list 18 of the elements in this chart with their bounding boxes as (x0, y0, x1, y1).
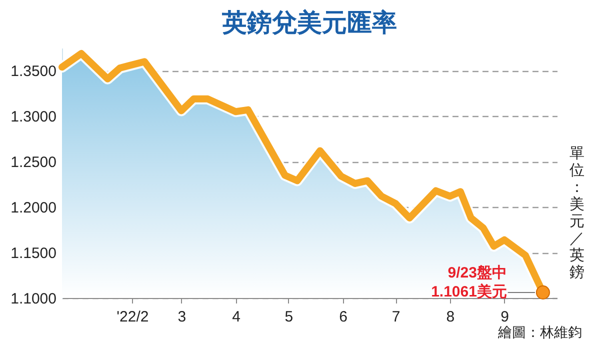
x-tick-label: 7 (392, 308, 400, 326)
x-tick-label: 3 (178, 308, 186, 326)
y-tick-label: 1.2000 (10, 200, 56, 217)
x-tick-label: 4 (232, 308, 240, 326)
text: 繪圖：林維鈞 (497, 324, 582, 340)
y-tick-label: 1.3000 (10, 108, 56, 126)
y-tick-label: 1.1500 (10, 245, 56, 262)
y-axis-title: 單位：美元／英鎊 (570, 145, 584, 281)
x-tick-label: 5 (284, 308, 294, 326)
y-tick-label: 1.2500 (10, 154, 56, 172)
annotation: 9/23盤中 1.1061美元 (431, 264, 507, 300)
y-tick-label: 1.1000 (10, 290, 56, 308)
y-tick-label: 1.3500 (10, 63, 56, 80)
x-tick-label: 9 (500, 308, 510, 326)
chart-title: 英鎊兌美元匯率 (221, 8, 397, 37)
x-tick-label: '22/2 (116, 308, 149, 326)
x-tick-label: 8 (446, 308, 455, 326)
x-tick-label: 6 (339, 308, 348, 326)
